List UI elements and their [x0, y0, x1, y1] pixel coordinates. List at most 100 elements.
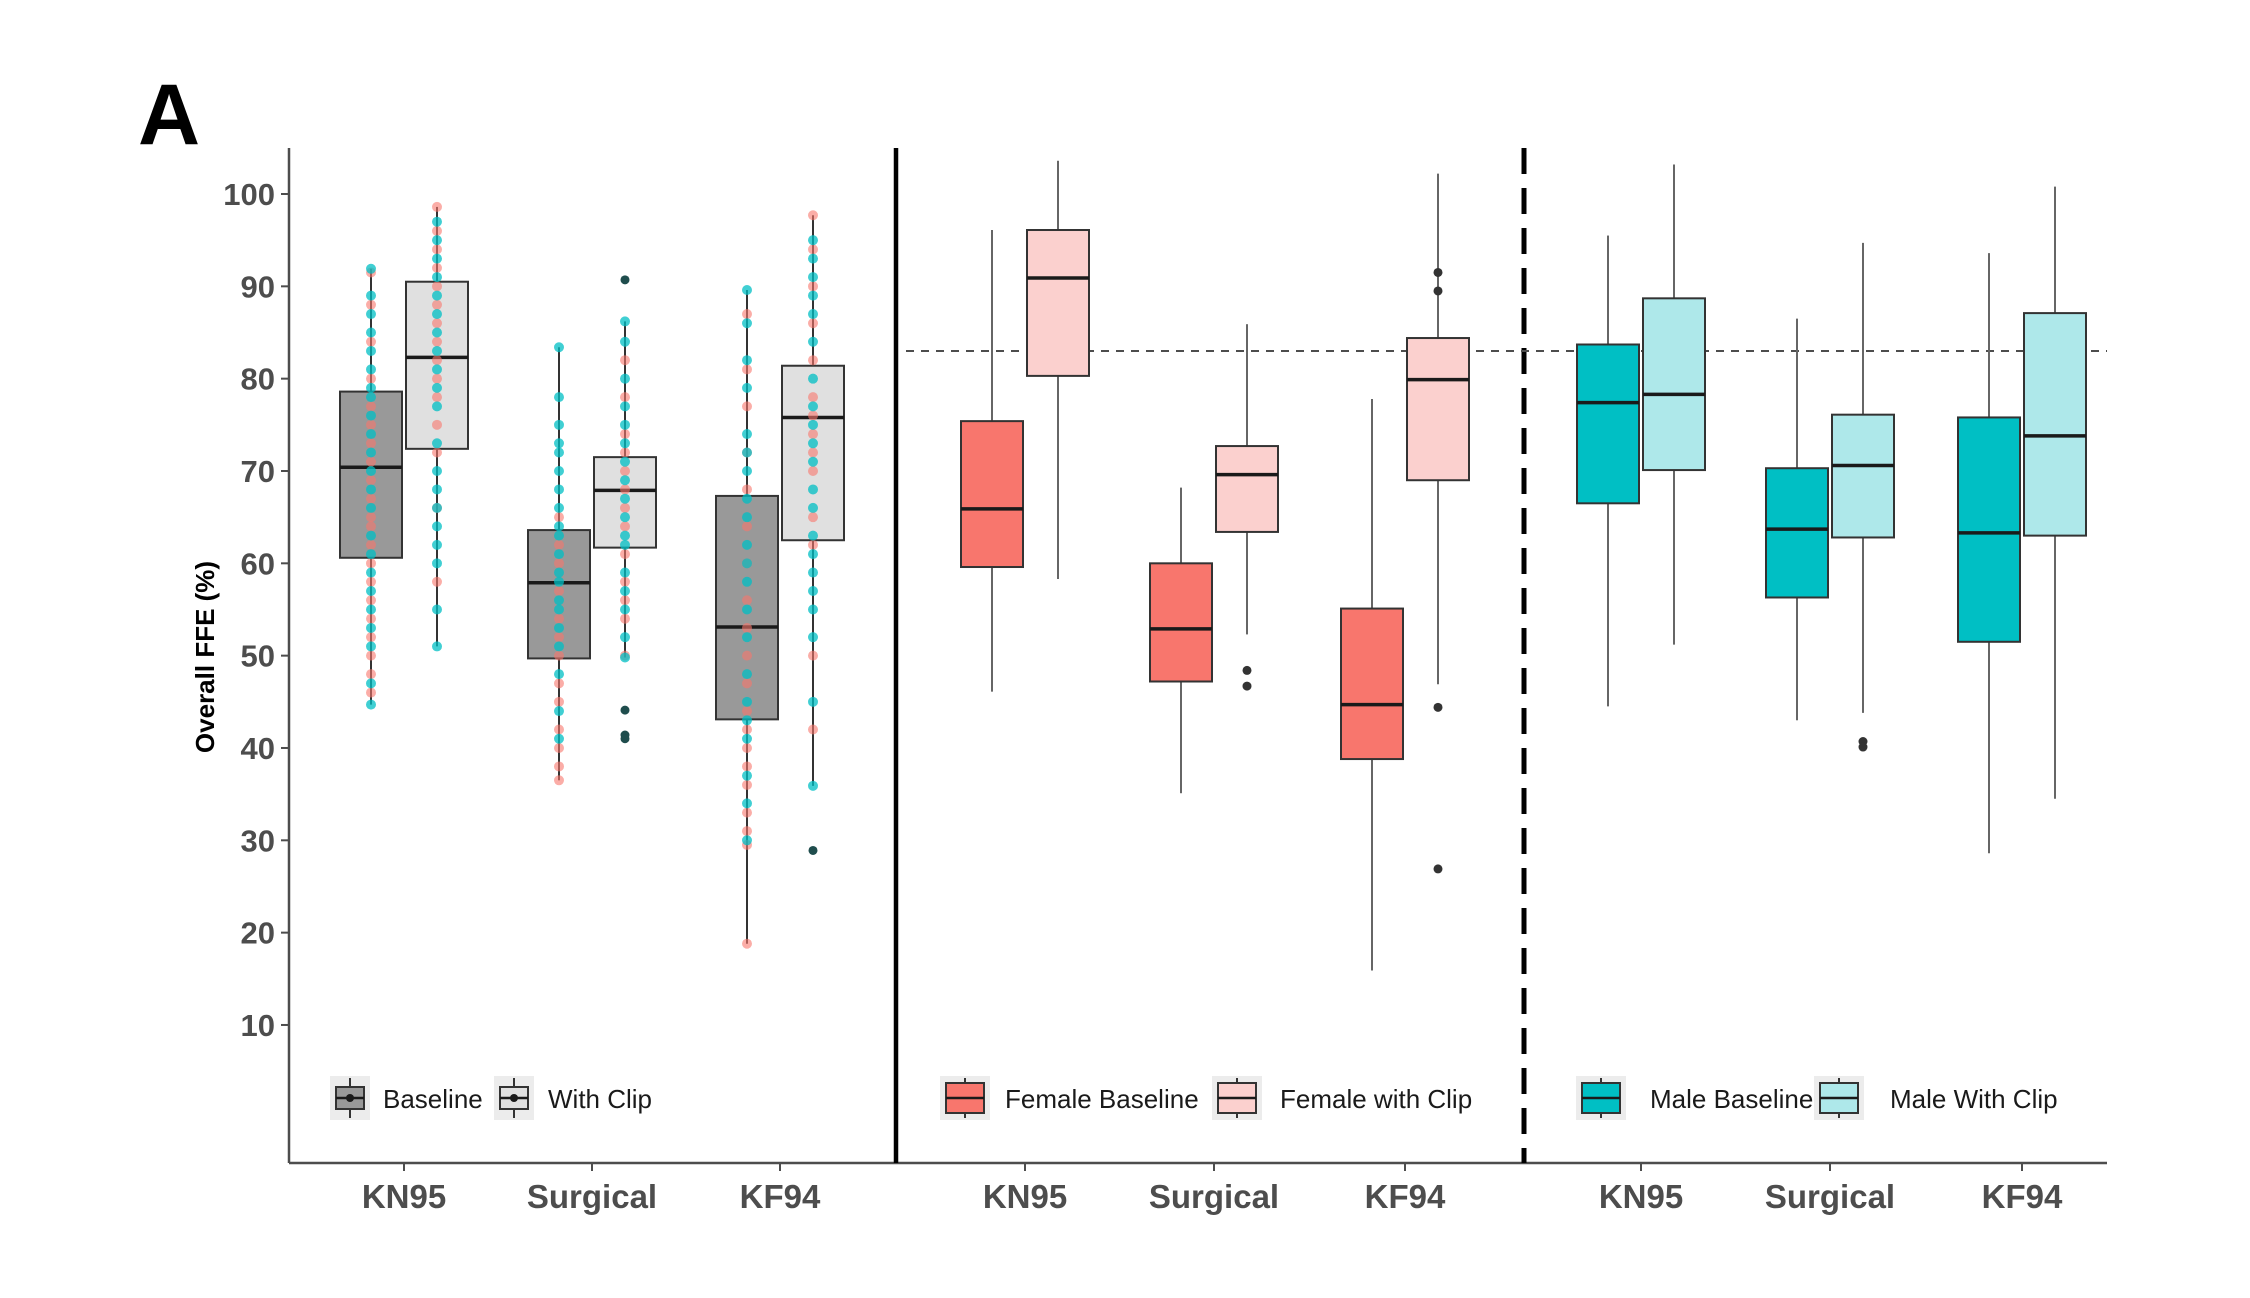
outlier-point — [1433, 702, 1443, 712]
data-point-male — [432, 502, 442, 513]
data-point-male — [620, 512, 630, 523]
data-point-female — [366, 401, 376, 412]
data-point-female — [620, 595, 630, 606]
data-point-male — [366, 622, 376, 633]
data-point-female — [808, 465, 818, 476]
data-point-female — [620, 613, 630, 624]
data-point-male — [808, 456, 818, 467]
data-point-female — [742, 807, 752, 818]
box-iqr — [1642, 297, 1706, 472]
data-point-female — [432, 392, 442, 403]
data-point-male — [432, 345, 442, 356]
data-point-male — [432, 401, 442, 412]
data-point-male — [808, 484, 818, 495]
data-point-male — [366, 586, 376, 597]
data-point-male — [620, 493, 630, 504]
data-point-male — [554, 733, 564, 744]
data-point-female — [366, 475, 376, 486]
data-point-male — [366, 641, 376, 652]
data-point-male — [742, 447, 752, 458]
data-point-female — [366, 576, 376, 587]
data-point-male — [554, 521, 564, 532]
data-point-female — [366, 438, 376, 449]
y-axis-title: Overall FFE (%) — [190, 561, 220, 753]
box-male-male-with-clip-surgical — [1831, 242, 1895, 752]
data-point-male — [554, 502, 564, 513]
data-point-male — [366, 567, 376, 578]
data-point-female — [366, 336, 376, 347]
box-overall-baseline-surgical — [527, 342, 591, 786]
data-point-male — [554, 576, 564, 587]
data-point-male — [554, 622, 564, 633]
data-point-female — [742, 309, 752, 320]
legend-item-male-with-clip: Male With Clip — [1814, 1076, 2058, 1120]
data-point-male — [366, 604, 376, 615]
data-point-female — [808, 447, 818, 458]
data-point-male — [742, 512, 752, 523]
data-point-male — [554, 567, 564, 578]
y-tick-label: 30 — [241, 823, 275, 858]
data-point-female — [742, 650, 752, 661]
data-point-male — [366, 392, 376, 403]
outlier-point — [1433, 286, 1443, 296]
data-point-male — [366, 382, 376, 393]
data-point-female — [366, 613, 376, 624]
data-point-female — [620, 521, 630, 532]
data-point-male — [432, 558, 442, 569]
data-point-female — [366, 493, 376, 504]
data-point-female — [808, 210, 818, 221]
data-point-female — [554, 613, 564, 624]
legend-item-male-baseline: Male Baseline — [1576, 1076, 1813, 1120]
box-male-male-baseline-kf94 — [1957, 253, 2021, 854]
data-point-male — [808, 632, 818, 643]
data-point-male — [432, 272, 442, 283]
outlier-point — [1433, 864, 1443, 874]
data-point-male — [366, 447, 376, 458]
data-point-male — [554, 438, 564, 449]
legend-label: Female with Clip — [1280, 1084, 1472, 1114]
data-point-female — [808, 539, 818, 550]
data-point-male — [620, 336, 630, 347]
box-overall-with-clip-surgical — [593, 275, 657, 744]
data-point-female — [366, 419, 376, 430]
data-point-female — [620, 447, 630, 458]
box-iqr — [1957, 416, 2021, 643]
data-point-female — [742, 938, 752, 949]
box-female-female-with-clip-surgical — [1215, 324, 1279, 691]
box-female-female-with-clip-kf94 — [1406, 173, 1470, 874]
data-point-male — [366, 327, 376, 338]
data-point-male — [554, 419, 564, 430]
data-point-female — [432, 201, 442, 212]
y-tick-label: 90 — [241, 269, 275, 304]
box-iqr — [1026, 229, 1090, 377]
legend-label: Male Baseline — [1650, 1084, 1813, 1114]
data-point-male — [620, 632, 630, 643]
data-point-male — [808, 336, 818, 347]
box-iqr — [1831, 413, 1895, 539]
data-point-male — [742, 770, 752, 781]
y-tick-label: 80 — [241, 362, 275, 397]
legend-item-female-baseline: Female Baseline — [940, 1076, 1199, 1120]
data-point-female — [432, 373, 442, 384]
data-point-female — [742, 521, 752, 532]
x-tick-label: KN95 — [983, 1178, 1067, 1215]
box-male-male-with-clip-kn95 — [1642, 164, 1706, 645]
data-point-male — [808, 696, 818, 707]
outlier-point — [1433, 267, 1443, 277]
data-point-male — [366, 290, 376, 301]
data-point-female — [554, 678, 564, 689]
data-point-female — [742, 484, 752, 495]
data-point-female — [432, 244, 442, 255]
data-point-male — [742, 465, 752, 476]
data-point-female — [742, 779, 752, 790]
y-tick-label: 20 — [241, 916, 275, 951]
box-male-male-baseline-surgical — [1765, 318, 1829, 721]
data-point-female — [432, 336, 442, 347]
data-point-female — [366, 669, 376, 680]
data-point-female — [742, 364, 752, 375]
data-point-male — [742, 493, 752, 504]
data-point-female — [808, 512, 818, 523]
data-point-male — [742, 715, 752, 726]
data-point-male — [620, 373, 630, 384]
data-point-male — [808, 235, 818, 246]
